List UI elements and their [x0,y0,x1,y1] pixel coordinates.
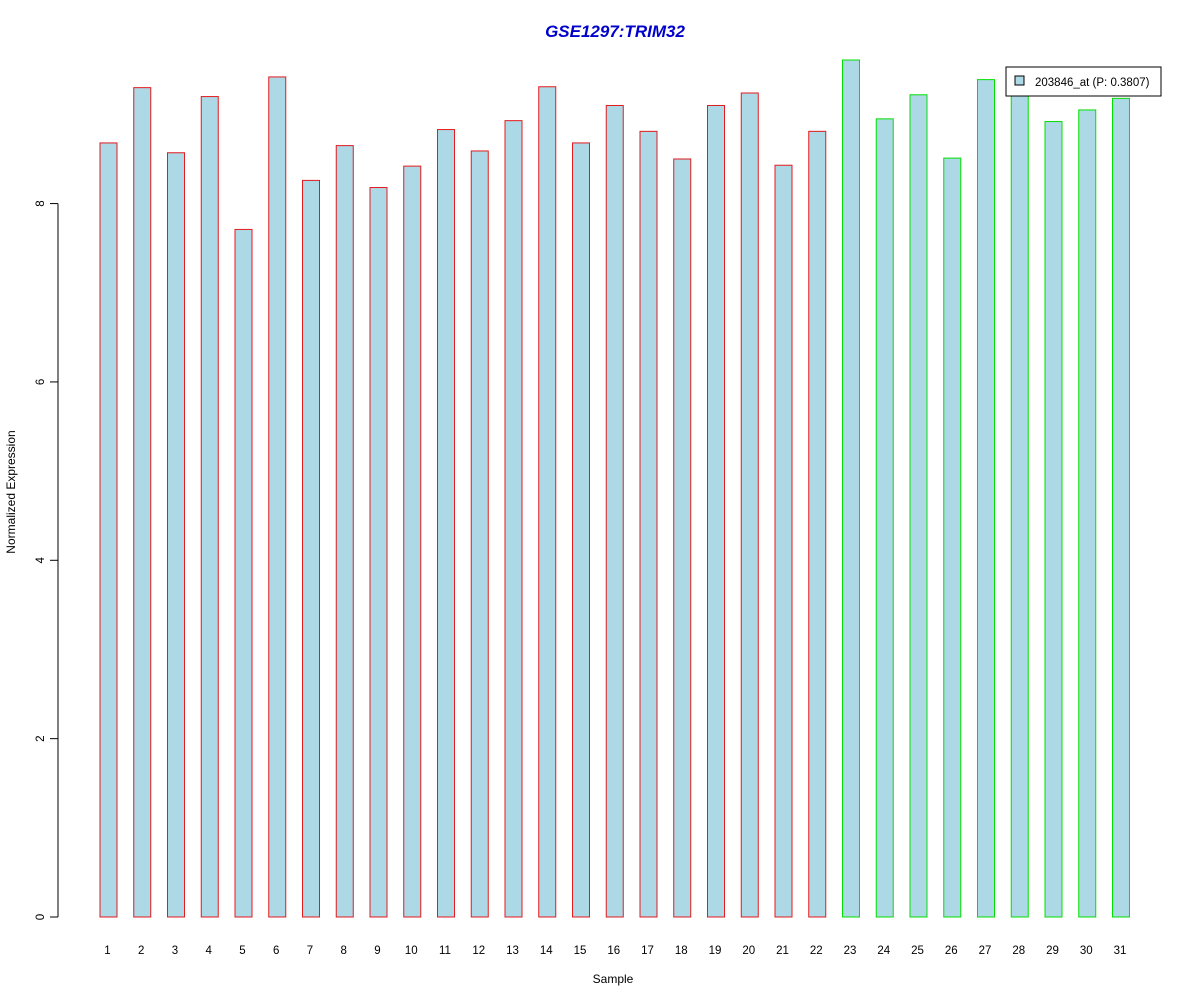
bars-group [99,59,1130,918]
bar-sample-18 [673,158,692,918]
bar-sample-29 [1044,121,1063,918]
bar-sample-14 [538,86,557,918]
bar-sample-6 [268,76,287,918]
x-tick-label: 22 [810,945,823,957]
bar-sample-20 [740,92,759,918]
x-tick-label: 23 [844,945,857,957]
bar-sample-3 [167,152,185,918]
y-tick-label: 4 [35,556,47,563]
x-tick-label: 28 [1012,945,1025,957]
x-tick-label: 4 [206,945,213,957]
legend-label: 203846_at (P: 0.3807) [1035,77,1150,89]
x-tick-label: 30 [1080,945,1093,957]
x-tick-label: 19 [709,945,722,957]
legend-box [1005,66,1162,97]
x-tick-label: 13 [506,945,519,957]
chart-title: GSE1297:TRIM32 [545,22,685,41]
x-tick-label: 7 [307,945,313,957]
y-axis-label: Normalized Expression [4,430,18,553]
bar-sample-25 [909,94,928,918]
x-tick-labels: 1 2 3 4 5 6 7 8 9 10 11 12 13 14 15 16 17 18 19 20 21 22 23 24 2… [104,945,1126,957]
legend: 203846_at (P: 0.3807) [1005,66,1162,97]
bar-sample-1 [99,142,118,918]
x-tick-label: 2 [138,945,144,957]
x-tick-label: 17 [641,945,654,957]
bar-sample-12 [470,150,489,918]
bar-sample-27 [977,79,995,918]
bar-sample-13 [504,120,523,918]
x-tick-label: 21 [776,945,789,957]
x-tick-label: 25 [911,945,924,957]
x-tick-label: 15 [574,945,587,957]
x-tick-label: 12 [472,945,485,957]
x-tick-label: 18 [675,945,688,957]
bar-sample-24 [875,118,894,918]
x-tick-label: 6 [273,945,279,957]
x-axis-label: Sample [593,972,634,986]
x-tick-label: 1 [104,945,110,957]
bar-sample-23 [842,59,860,918]
x-tick-label: 24 [877,945,890,957]
y-tick-label: 6 [35,379,47,385]
bar-sample-5 [234,228,253,918]
x-tick-label: 9 [374,945,380,957]
y-tick-label: 2 [35,735,47,741]
x-tick-label: 27 [979,945,992,957]
x-tick-label: 11 [439,945,451,957]
x-tick-label: 8 [341,945,347,957]
bar-sample-30 [1078,109,1097,918]
x-tick-label: 26 [945,945,958,957]
y-tick-label: 0 [35,914,47,920]
bar-sample-22 [808,130,827,918]
x-tick-label: 20 [742,945,755,957]
bar-sample-10 [403,165,422,918]
y-tick-label: 8 [35,200,47,206]
bar-sample-31 [1112,97,1130,918]
bar-sample-4 [200,96,219,918]
bar-sample-21 [774,164,793,918]
legend-swatch [1014,75,1025,86]
bar-sample-15 [572,142,590,918]
bar-sample-19 [707,104,725,918]
x-tick-label: 31 [1114,945,1127,957]
bar-sample-9 [369,187,388,918]
x-tick-label: 16 [607,945,620,957]
x-tick-label: 29 [1046,945,1059,957]
bar-sample-16 [605,104,624,918]
x-tick-label: 10 [405,945,418,957]
x-tick-label: 5 [239,945,245,957]
y-axis: 0 2 4 6 8 [35,200,59,920]
bar-sample-26 [943,157,962,918]
bar-sample-8 [335,145,354,918]
bar-sample-11 [437,129,455,918]
bar-sample-17 [639,130,658,918]
x-tick-label: 14 [540,945,553,957]
bar-sample-2 [133,87,152,918]
bar-sample-7 [302,179,320,918]
x-tick-label: 3 [172,945,178,957]
bar-sample-28 [1010,91,1029,918]
